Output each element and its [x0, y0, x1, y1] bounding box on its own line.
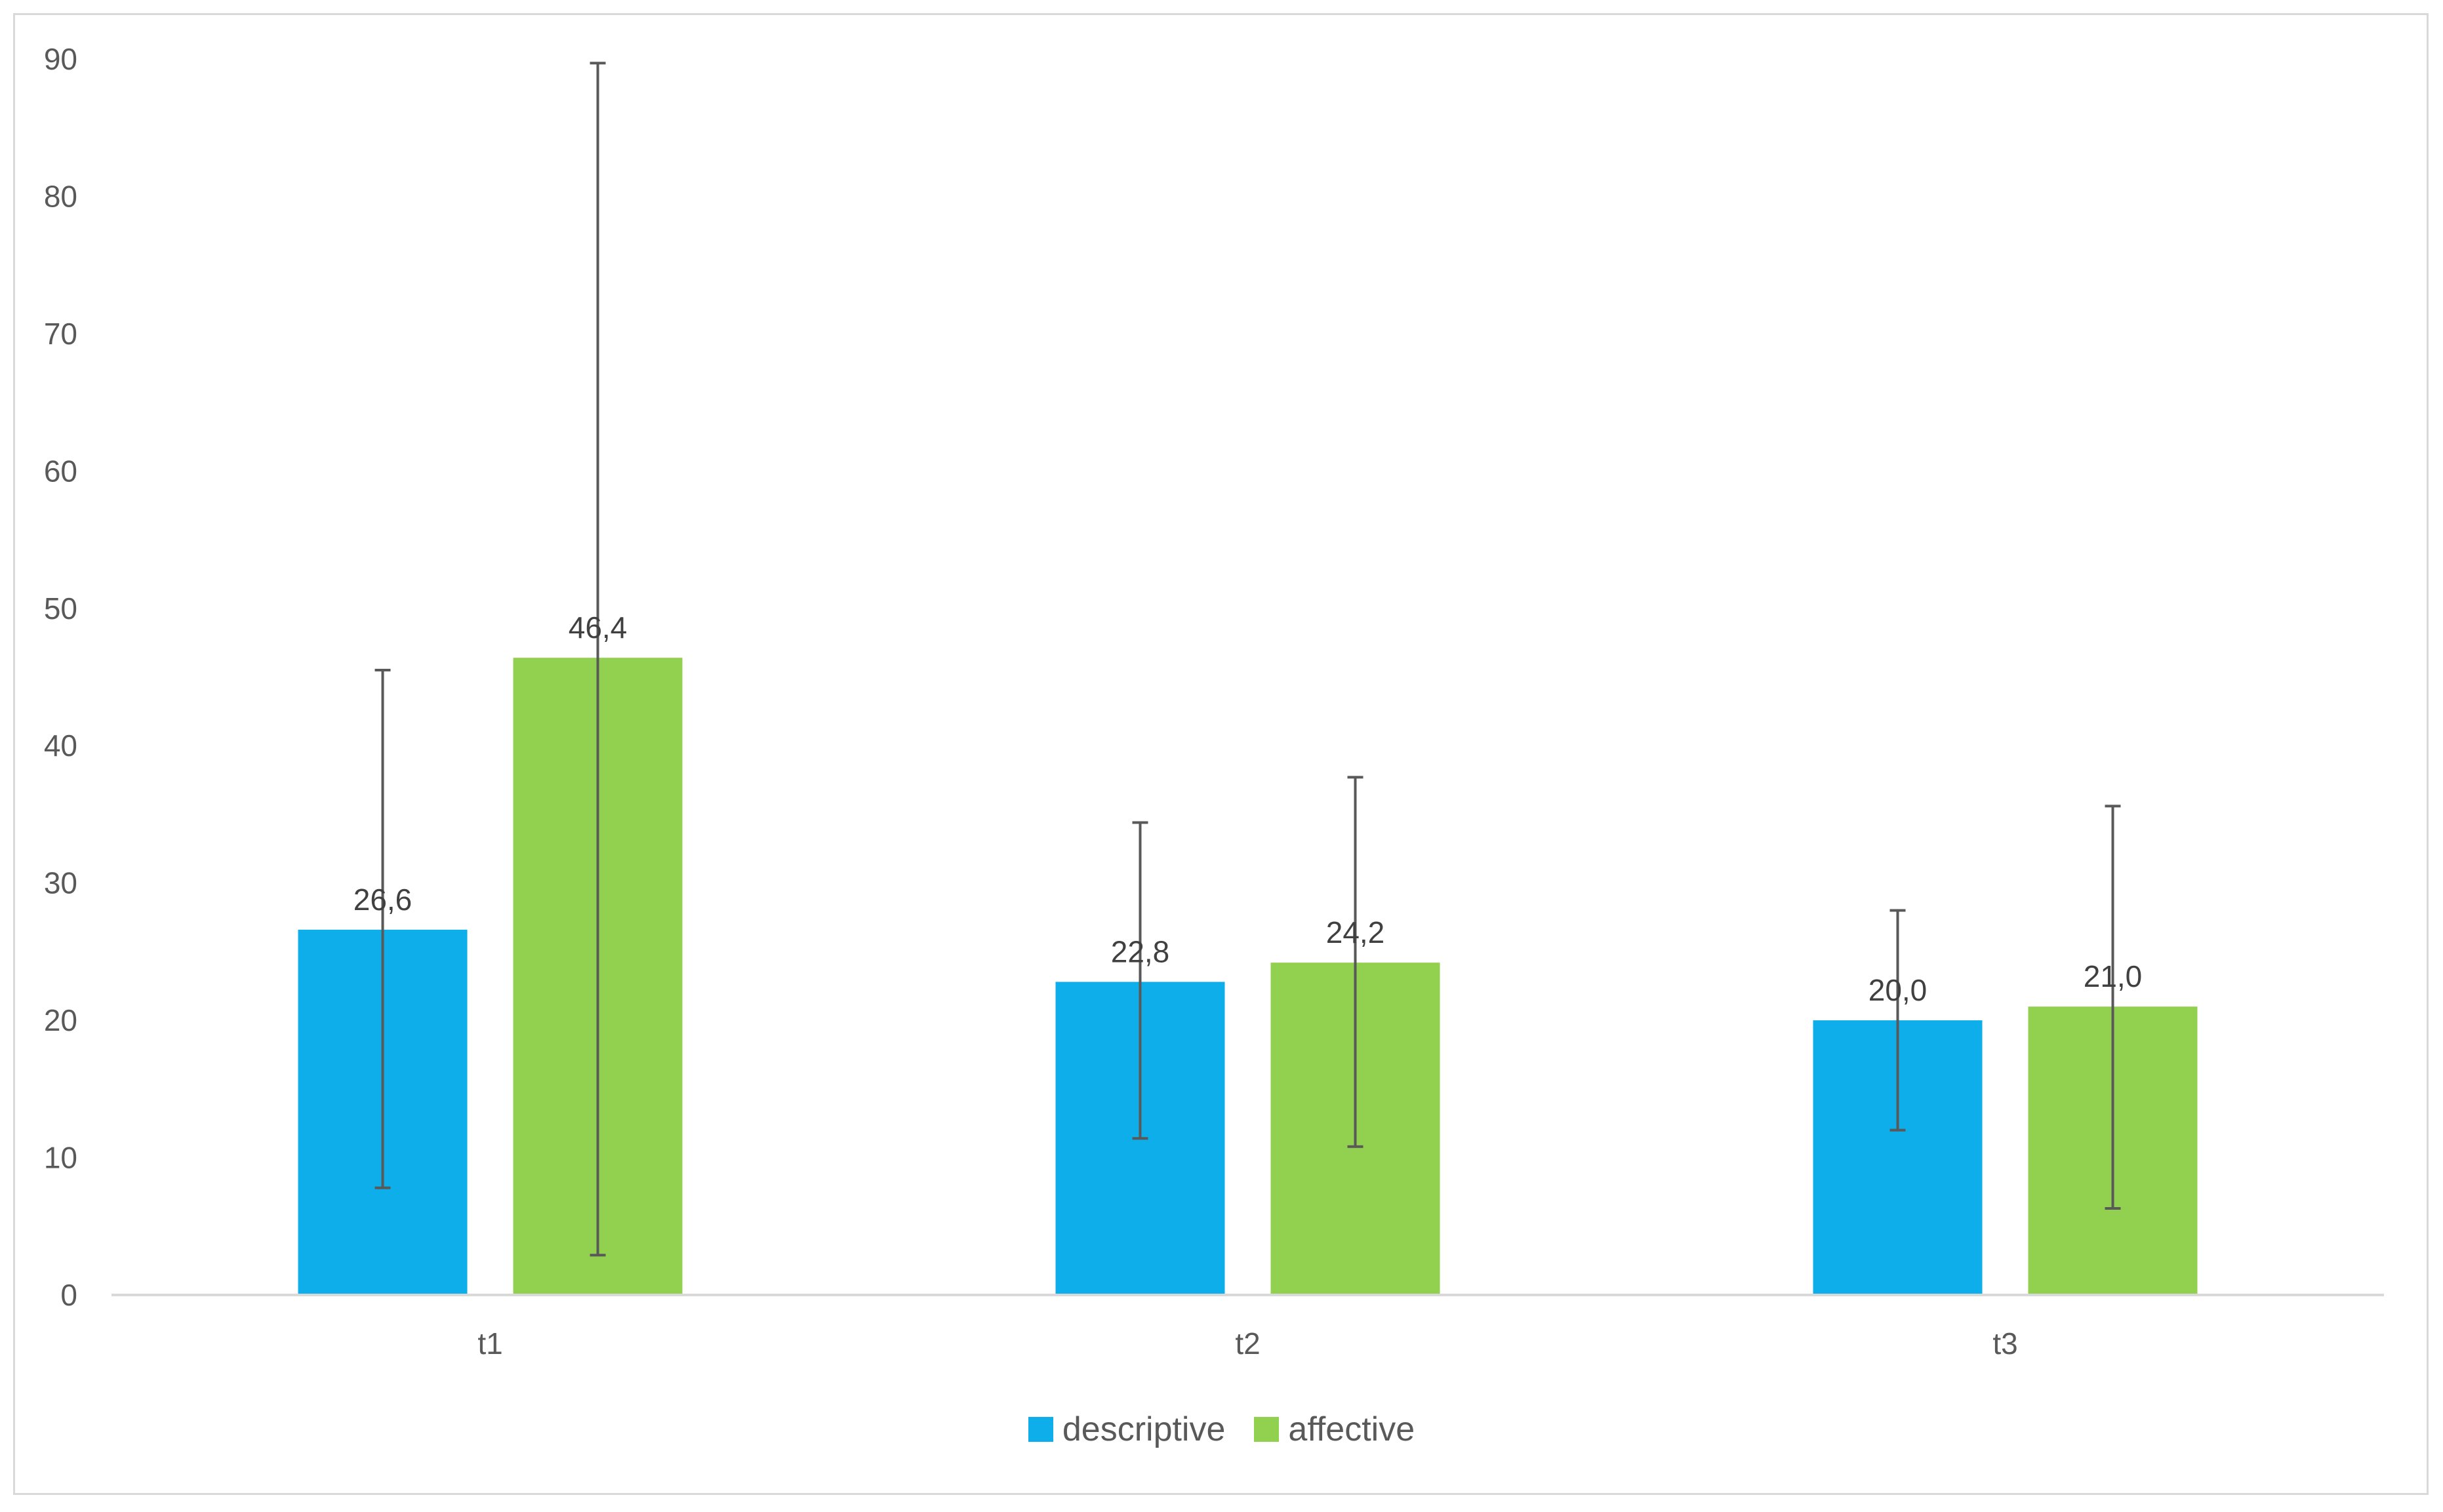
- data-label-affective-t3: 21,0: [2084, 959, 2143, 993]
- x-tick-label-t3: t3: [1992, 1326, 2017, 1361]
- x-axis-ticks: t1 t2 t3: [477, 1326, 2017, 1361]
- legend-item-affective: affective: [1254, 1410, 1415, 1449]
- legend-swatch-affective: [1254, 1417, 1280, 1442]
- data-labels: 26,6 46,4 22,8 24,2 20,0 21,0: [353, 610, 2143, 1007]
- legend-swatch-descriptive: [1028, 1417, 1053, 1442]
- y-tick-label: 50: [44, 591, 77, 626]
- data-label-affective-t2: 24,2: [1326, 915, 1385, 949]
- y-axis-ticks: 0 10 20 30 40 50 60 70 80 90: [44, 42, 77, 1312]
- y-tick-label: 30: [44, 866, 77, 900]
- y-tick-label: 70: [44, 317, 77, 351]
- y-tick-label: 0: [60, 1278, 77, 1312]
- legend-label-descriptive: descriptive: [1062, 1410, 1226, 1448]
- y-tick-label: 60: [44, 454, 77, 488]
- legend: descriptive affective: [0, 1403, 2443, 1456]
- data-label-descriptive-t2: 22,8: [1111, 934, 1170, 968]
- data-label-descriptive-t1: 26,6: [353, 883, 413, 917]
- data-label-descriptive-t3: 20,0: [1868, 973, 1928, 1007]
- x-tick-label-t1: t1: [477, 1326, 502, 1361]
- y-tick-label: 80: [44, 179, 77, 213]
- y-tick-label: 20: [44, 1003, 77, 1037]
- y-tick-label: 90: [44, 42, 77, 76]
- x-tick-label-t2: t2: [1235, 1326, 1260, 1361]
- y-tick-label: 10: [44, 1141, 77, 1175]
- chart-frame: [13, 13, 2429, 1495]
- legend-label-affective: affective: [1288, 1410, 1415, 1448]
- legend-item-descriptive: descriptive: [1028, 1410, 1226, 1449]
- error-bars: [374, 62, 2121, 1257]
- data-label-affective-t1: 46,4: [569, 610, 628, 645]
- y-tick-label: 40: [44, 728, 77, 763]
